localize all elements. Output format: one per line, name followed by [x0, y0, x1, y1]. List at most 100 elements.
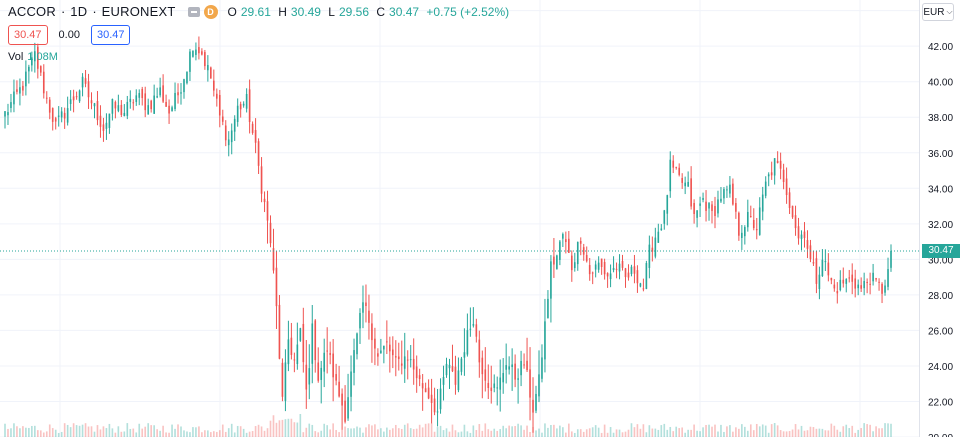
volume-bar	[192, 427, 194, 437]
interval-label[interactable]: 1D	[70, 4, 88, 19]
volume-bar	[105, 428, 108, 437]
volume-bar	[788, 431, 791, 437]
volume-bar	[406, 423, 409, 437]
volume-bar	[732, 431, 734, 437]
volume-bar	[332, 423, 334, 437]
candle-body	[526, 360, 528, 371]
candle-body	[439, 388, 442, 410]
close-label: C	[376, 4, 386, 19]
candle-body	[806, 240, 809, 249]
candle-body	[884, 285, 886, 293]
candle-body	[508, 366, 510, 370]
candle-body	[233, 118, 236, 132]
volume-bar	[287, 418, 290, 437]
candle-body	[260, 166, 263, 194]
volume-bar	[418, 424, 421, 437]
candle-body	[51, 108, 54, 122]
candle-body	[460, 358, 463, 372]
candle-body	[842, 279, 845, 284]
candle-body	[729, 184, 731, 194]
volume-bar	[848, 428, 851, 437]
buy-button[interactable]: 30.47	[90, 25, 131, 45]
candle-body	[532, 399, 534, 413]
candle-body	[63, 112, 66, 119]
candle-body	[550, 261, 552, 299]
candle-body	[535, 393, 537, 411]
candle-body	[857, 284, 860, 289]
volume-bar	[341, 429, 343, 437]
candle-body	[639, 283, 642, 287]
volume-bar	[403, 424, 406, 437]
candle-body	[687, 181, 689, 187]
volume-bar	[654, 428, 657, 437]
volume-bar	[108, 423, 111, 437]
candle-body	[153, 95, 155, 114]
candle-body	[755, 229, 758, 231]
candle-body	[845, 279, 848, 284]
last-price-label: 30.47	[922, 244, 960, 258]
volume-bar	[764, 425, 767, 437]
candle-body	[642, 288, 645, 290]
volume-bar	[511, 426, 513, 437]
volume-bar	[836, 429, 839, 437]
candle-body	[201, 51, 203, 55]
candle-body	[612, 267, 615, 271]
volume-bar	[323, 423, 326, 437]
market-status-icon[interactable]: D	[203, 4, 218, 19]
candle-body	[636, 270, 639, 284]
candle-body	[42, 71, 45, 94]
candle-body	[213, 80, 215, 91]
volume-bar	[329, 429, 331, 437]
candle-body	[347, 397, 349, 419]
volume-bar	[702, 427, 704, 437]
volume-bar	[180, 426, 182, 437]
volume-bar	[424, 423, 427, 437]
volume-bar	[851, 425, 854, 437]
candle-body	[132, 102, 135, 104]
candle-body	[630, 266, 633, 274]
currency-select[interactable]: EUR ⌵	[922, 3, 954, 21]
candle-body	[87, 81, 90, 98]
candle-body	[690, 178, 692, 207]
candle-body	[726, 189, 728, 191]
volume-bar	[93, 431, 96, 437]
volume-bar	[305, 427, 308, 437]
volume-bar	[523, 429, 525, 437]
volume-bar	[326, 425, 329, 437]
symbol-name[interactable]: ACCOR	[8, 4, 56, 19]
sell-button[interactable]: 30.47	[8, 25, 48, 45]
candle-body	[645, 263, 648, 289]
volume-bar	[508, 425, 510, 437]
candle-body	[281, 362, 284, 397]
candle-body	[254, 130, 257, 143]
candle-body	[287, 339, 290, 365]
hide-icon[interactable]	[187, 6, 200, 17]
volume-bar	[538, 428, 540, 437]
volume-bar	[755, 423, 758, 437]
candle-body	[761, 194, 764, 212]
candle-body	[594, 264, 597, 270]
candle-body	[400, 363, 403, 366]
volume-bar	[436, 427, 439, 437]
candle-body	[475, 324, 478, 337]
candle-body	[609, 273, 612, 280]
candle-body	[117, 105, 120, 111]
volume-bar	[779, 430, 782, 437]
spread-value: 0.00	[58, 29, 80, 41]
candle-body	[350, 371, 352, 397]
candle-body	[421, 383, 424, 389]
volume-bar	[487, 429, 490, 437]
volume-bar	[132, 428, 135, 437]
candle-body	[836, 291, 839, 294]
volume-bar	[439, 425, 442, 437]
volume-bar	[567, 423, 570, 437]
candle-body	[749, 216, 752, 218]
candle-body	[624, 268, 627, 278]
y-tick-label: 38.00	[928, 113, 953, 124]
volume-bar	[147, 423, 150, 437]
volume-bar	[726, 426, 728, 437]
candle-body	[651, 247, 654, 252]
candle-body	[356, 333, 358, 355]
